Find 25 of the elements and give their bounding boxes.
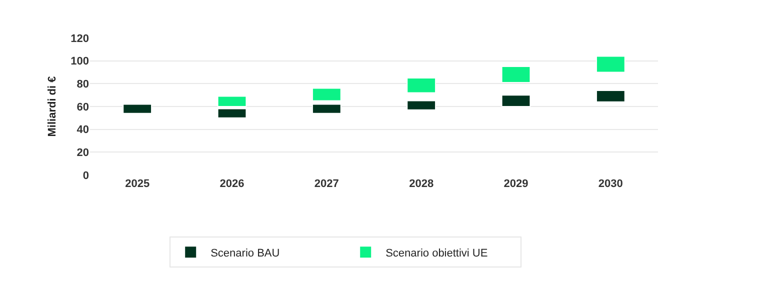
y-tick-label: 0 — [82, 170, 89, 182]
bar — [406, 100, 436, 110]
legend-label: Scenario BAU — [210, 247, 280, 260]
x-tick-label: 2029 — [504, 178, 528, 190]
x-tick-label: 2025 — [125, 178, 150, 190]
bar — [501, 94, 531, 107]
y-tick-label: 120 — [70, 32, 89, 45]
x-tick-label: 2026 — [220, 178, 244, 190]
y-tick-label: 100 — [70, 56, 89, 68]
bar — [501, 66, 531, 84]
y-tick-label: 40 — [76, 124, 89, 136]
bar — [312, 88, 342, 102]
bar — [406, 77, 436, 94]
x-tick-label: 2030 — [598, 178, 623, 190]
x-tick-label: 2028 — [409, 178, 434, 190]
bar — [312, 104, 342, 114]
bar — [122, 104, 152, 114]
legend-label: Scenario obiettivi UE — [386, 247, 488, 260]
y-axis-title: Miliardi di € — [46, 76, 58, 137]
y-tick-label: 60 — [76, 101, 89, 114]
x-tick-label: 2027 — [314, 178, 339, 190]
bar — [596, 90, 626, 102]
bar — [596, 56, 626, 73]
y-tick-label: 80 — [76, 78, 89, 91]
y-tick-label: 20 — [76, 147, 89, 160]
